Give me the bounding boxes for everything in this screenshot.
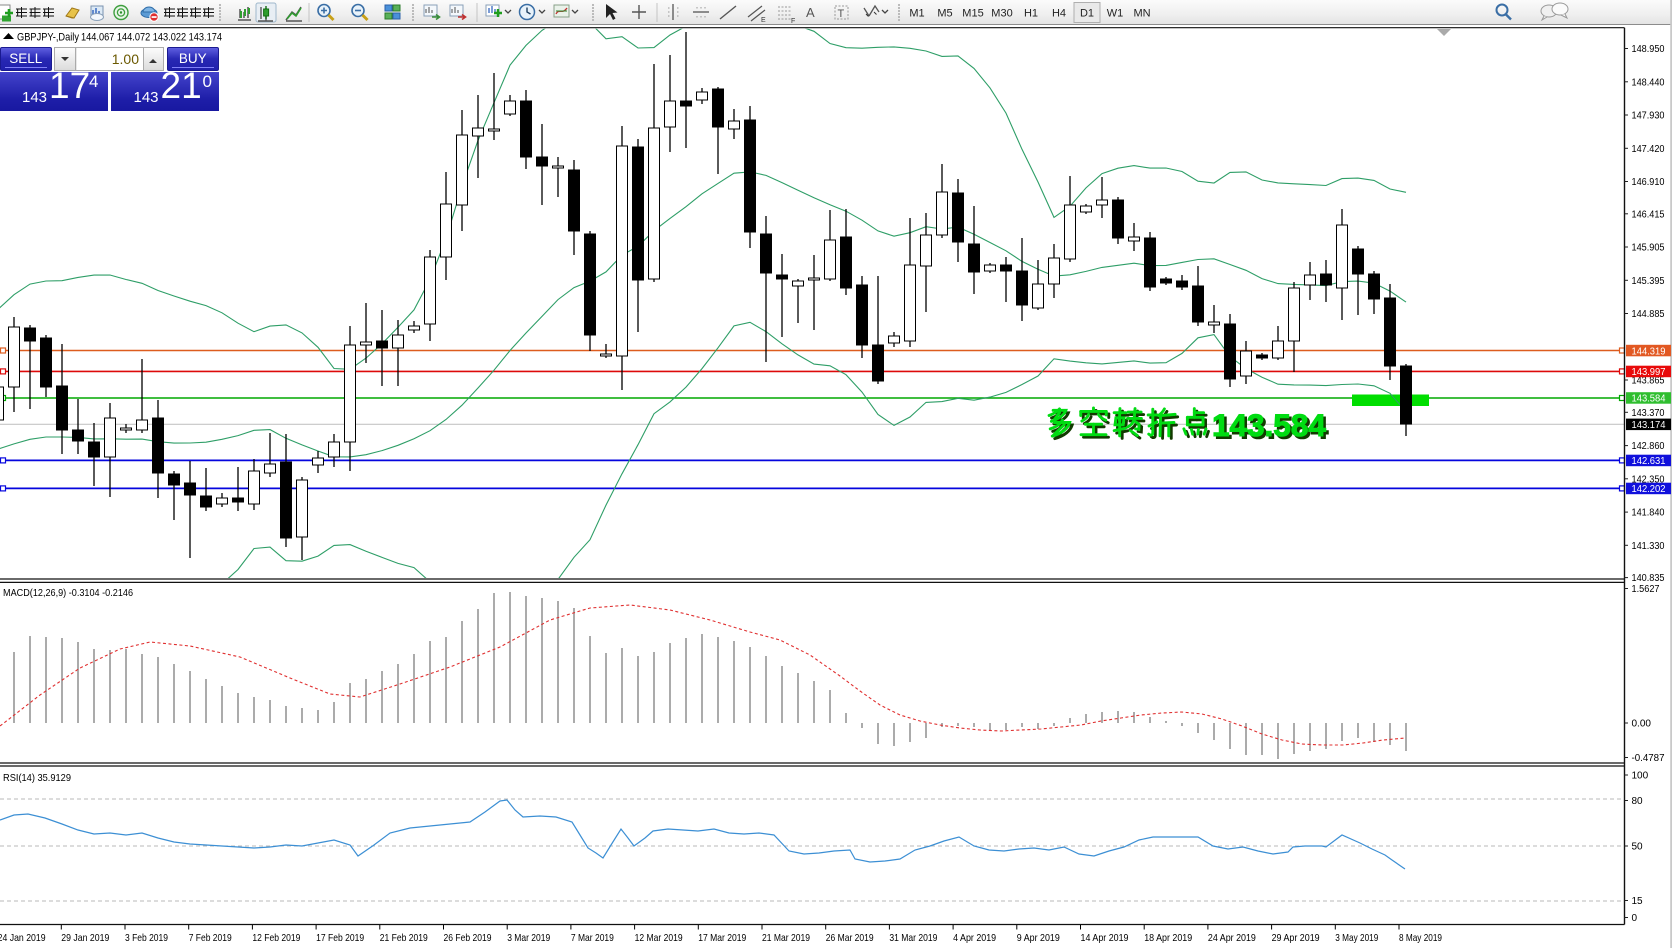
svg-text:9 Apr 2019: 9 Apr 2019 — [1017, 932, 1060, 944]
svg-text:144.885: 144.885 — [1632, 309, 1665, 320]
svg-text:MACD(12,26,9) -0.3104 -0.2146: MACD(12,26,9) -0.3104 -0.2146 — [3, 587, 133, 599]
svg-text:147.930: 147.930 — [1632, 111, 1665, 122]
svg-text:MN: MN — [1133, 8, 1150, 20]
svg-text:142.631: 142.631 — [1632, 456, 1666, 467]
svg-text:0.00: 0.00 — [1632, 719, 1652, 730]
svg-text:143.584: 143.584 — [1212, 407, 1326, 443]
svg-text:143.997: 143.997 — [1632, 367, 1666, 378]
svg-text:143.584: 143.584 — [1215, 410, 1329, 446]
svg-text:24 Apr 2019: 24 Apr 2019 — [1208, 932, 1256, 944]
svg-text:F: F — [791, 18, 795, 25]
svg-text:21 Mar 2019: 21 Mar 2019 — [762, 932, 810, 944]
svg-text:3 Mar 2019: 3 Mar 2019 — [507, 932, 550, 944]
svg-text:RSI(14) 35.9129: RSI(14) 35.9129 — [3, 772, 71, 784]
svg-text:31 Mar 2019: 31 Mar 2019 — [889, 932, 937, 944]
svg-text:14 Apr 2019: 14 Apr 2019 — [1081, 932, 1129, 944]
svg-text:7 Feb 2019: 7 Feb 2019 — [189, 932, 232, 944]
svg-text:-0.4787: -0.4787 — [1632, 753, 1665, 764]
svg-text:H1: H1 — [1024, 8, 1038, 20]
svg-text:145.905: 145.905 — [1632, 243, 1665, 254]
svg-text:18 Apr 2019: 18 Apr 2019 — [1144, 932, 1192, 944]
svg-text:145.395: 145.395 — [1632, 276, 1665, 287]
svg-text:100: 100 — [1632, 771, 1649, 782]
svg-text:148.950: 148.950 — [1632, 44, 1665, 55]
svg-text:26 Feb 2019: 26 Feb 2019 — [444, 932, 492, 944]
svg-text:143.865: 143.865 — [1632, 376, 1665, 387]
svg-text:80: 80 — [1632, 796, 1644, 807]
svg-text:M30: M30 — [991, 8, 1012, 20]
svg-text:GBPJPY-,Daily: GBPJPY-,Daily — [17, 32, 79, 44]
svg-text:15: 15 — [1632, 896, 1644, 907]
svg-text:143.370: 143.370 — [1632, 408, 1665, 419]
svg-text:143.174: 143.174 — [1632, 420, 1666, 431]
svg-text:W1: W1 — [1107, 8, 1124, 20]
svg-text:M15: M15 — [962, 8, 983, 20]
svg-text:142.350: 142.350 — [1632, 474, 1665, 485]
svg-text:142.860: 142.860 — [1632, 441, 1665, 452]
svg-text:17 Mar 2019: 17 Mar 2019 — [698, 932, 746, 944]
svg-text:1.5627: 1.5627 — [1632, 584, 1660, 595]
svg-text:T: T — [838, 8, 845, 20]
svg-text:24 Jan 2019: 24 Jan 2019 — [0, 932, 46, 944]
svg-text:3 May 2019: 3 May 2019 — [1335, 932, 1378, 944]
svg-text:148.440: 148.440 — [1632, 77, 1665, 88]
svg-text:12 Feb 2019: 12 Feb 2019 — [252, 932, 300, 944]
svg-text:146.415: 146.415 — [1632, 209, 1665, 220]
svg-text:17 Feb 2019: 17 Feb 2019 — [316, 932, 364, 944]
svg-text:8 May 2019: 8 May 2019 — [1399, 932, 1442, 944]
svg-text:146.910: 146.910 — [1632, 177, 1665, 188]
svg-text:140.835: 140.835 — [1632, 573, 1665, 584]
svg-text:3 Feb 2019: 3 Feb 2019 — [125, 932, 168, 944]
svg-text:144.319: 144.319 — [1632, 346, 1666, 357]
svg-text:29 Apr 2019: 29 Apr 2019 — [1272, 932, 1320, 944]
svg-text:26 Mar 2019: 26 Mar 2019 — [826, 932, 874, 944]
svg-text:0: 0 — [1632, 913, 1638, 924]
svg-text:4 Apr 2019: 4 Apr 2019 — [953, 932, 996, 944]
svg-text:12 Mar 2019: 12 Mar 2019 — [635, 932, 683, 944]
svg-text:144.067 144.072 143.022 143.17: 144.067 144.072 143.022 143.174 — [81, 32, 222, 44]
svg-text:D1: D1 — [1080, 8, 1094, 20]
svg-text:H4: H4 — [1052, 8, 1066, 20]
svg-text:147.420: 147.420 — [1632, 144, 1665, 155]
svg-text:21 Feb 2019: 21 Feb 2019 — [380, 932, 428, 944]
svg-text:M1: M1 — [909, 8, 924, 20]
svg-text:29 Jan 2019: 29 Jan 2019 — [61, 932, 109, 944]
svg-text:141.840: 141.840 — [1632, 508, 1665, 519]
svg-text:50: 50 — [1632, 842, 1644, 853]
svg-text:141.330: 141.330 — [1632, 541, 1665, 552]
svg-text:M5: M5 — [937, 8, 952, 20]
svg-text:142.202: 142.202 — [1632, 484, 1666, 495]
svg-text:143.584: 143.584 — [1632, 394, 1666, 405]
svg-text:7 Mar 2019: 7 Mar 2019 — [571, 932, 614, 944]
svg-text:E: E — [761, 17, 766, 24]
svg-text:A: A — [806, 5, 815, 20]
